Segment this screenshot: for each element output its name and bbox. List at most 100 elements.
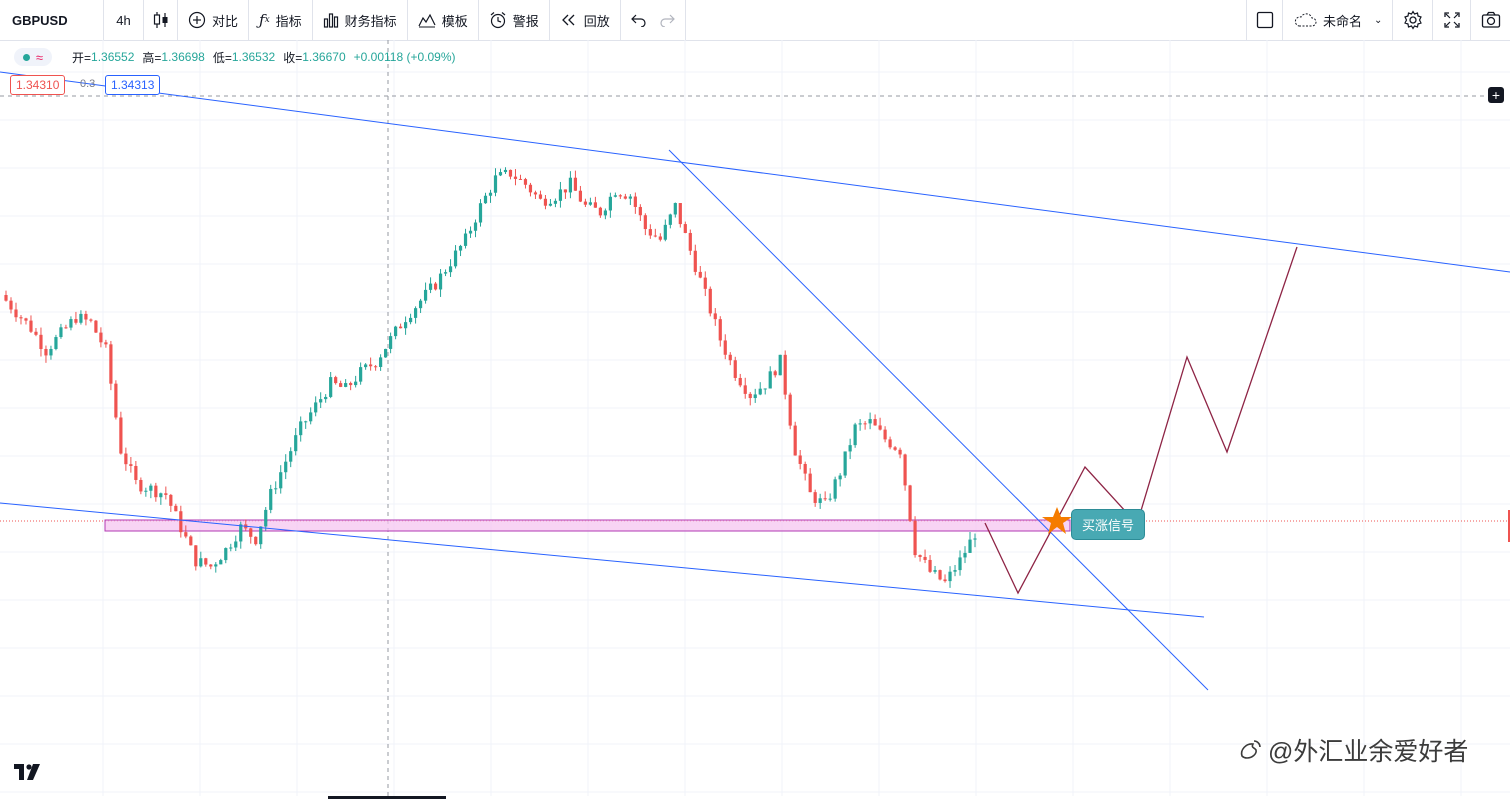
candle-body — [249, 528, 253, 537]
candle-body — [24, 318, 28, 321]
candle-body — [808, 473, 812, 493]
left-price-value: 1.34310 — [16, 78, 60, 92]
symbol-search[interactable]: GBPUSD — [0, 0, 104, 40]
financials-button[interactable]: 财务指标 — [313, 0, 408, 40]
candle-body — [648, 229, 652, 236]
candle-body — [573, 177, 578, 191]
chart-type-button[interactable] — [144, 0, 178, 40]
candle-body — [943, 579, 947, 582]
candle-body — [264, 509, 268, 527]
candle-body — [783, 354, 787, 395]
candle-body — [723, 340, 727, 355]
fullscreen-button[interactable] — [1432, 0, 1470, 40]
candle-body — [848, 445, 852, 452]
candle-body — [239, 524, 243, 542]
alert-button[interactable]: 警报 — [479, 0, 550, 40]
candle-body — [658, 236, 662, 240]
candle-body — [269, 488, 273, 510]
camera-icon — [1481, 11, 1500, 28]
candle-body — [788, 394, 792, 426]
time-axis-scroll-indicator[interactable] — [328, 796, 446, 799]
candle-body — [778, 354, 782, 376]
candle-body — [773, 371, 777, 376]
candle-body — [588, 202, 592, 205]
price-chart[interactable] — [0, 40, 1510, 799]
candle-body — [478, 203, 483, 223]
candle-body — [548, 203, 553, 206]
templates-button[interactable]: 模板 — [408, 0, 479, 40]
candle-body — [483, 195, 488, 204]
candle-body — [958, 557, 962, 571]
left-price-box[interactable]: 1.34310 — [10, 75, 66, 95]
candle-body — [224, 548, 228, 561]
candle-body — [683, 224, 687, 233]
support-zone — [104, 519, 1071, 532]
candle-body — [443, 272, 448, 274]
interval-button[interactable]: 4h — [104, 0, 144, 40]
candle-body — [374, 366, 378, 368]
candle-body — [299, 421, 303, 436]
candle-body — [279, 472, 283, 489]
candle-body — [69, 319, 73, 328]
high-value: 1.36698 — [161, 50, 205, 64]
candle-body — [79, 313, 83, 323]
candle-body — [868, 419, 872, 424]
candle-body — [553, 200, 558, 204]
replay-button[interactable]: 回放 — [550, 0, 621, 40]
candle-body — [563, 189, 568, 193]
low-value: 1.36532 — [231, 50, 276, 64]
candle-body — [863, 423, 867, 425]
candle-body — [703, 277, 707, 289]
candle-body — [458, 245, 463, 251]
candle-body — [349, 383, 353, 386]
candle-body — [953, 570, 957, 572]
low-label: 低= — [212, 50, 232, 65]
candle-body — [528, 184, 533, 193]
candle-body — [14, 309, 18, 318]
layout-name-button[interactable]: 未命名 ⌄ — [1282, 0, 1392, 40]
candle-body — [324, 396, 328, 400]
candle-body — [663, 224, 667, 240]
cloud-icon — [1294, 13, 1317, 27]
candle-body — [473, 222, 478, 231]
candle-body — [793, 425, 797, 456]
candle-body — [339, 383, 343, 387]
candle-body — [209, 564, 213, 567]
candle-body — [134, 465, 138, 480]
spread-value: 0.3 — [80, 78, 96, 90]
candle-body — [748, 393, 752, 399]
candle-body — [488, 192, 493, 196]
layout-button[interactable] — [1246, 0, 1282, 40]
undo-button[interactable] — [621, 0, 653, 40]
high-label: 高= — [142, 50, 162, 65]
candle-body — [968, 539, 972, 553]
series-visibility-toggle[interactable]: ≈ — [14, 48, 52, 66]
candle-body — [359, 367, 363, 382]
candle-body — [319, 399, 323, 403]
candle-body — [743, 385, 747, 394]
candle-body — [908, 485, 912, 521]
candle-body — [204, 558, 208, 565]
close-label: 收= — [283, 50, 303, 65]
candle-body — [448, 266, 453, 273]
snapshot-button[interactable] — [1470, 0, 1510, 40]
add-alert-plus-button[interactable]: + — [1488, 87, 1504, 103]
compare-button[interactable]: 对比 — [178, 0, 250, 40]
candle-body — [84, 313, 88, 320]
candle-body — [878, 425, 882, 430]
candle-body — [583, 201, 588, 205]
candle-body — [144, 490, 148, 492]
candle-body — [64, 327, 68, 329]
candle-body — [713, 313, 717, 320]
tradingview-logo[interactable] — [14, 764, 42, 788]
watermark-text: @外汇业余爱好者 — [1268, 738, 1469, 766]
candle-body — [503, 169, 508, 173]
settings-button[interactable] — [1392, 0, 1432, 40]
channel-lower-line — [0, 502, 1205, 618]
candle-body — [608, 196, 612, 211]
right-price-box[interactable]: 1.34313 — [105, 75, 161, 95]
candle-body — [728, 354, 732, 361]
redo-button[interactable] — [653, 0, 686, 40]
